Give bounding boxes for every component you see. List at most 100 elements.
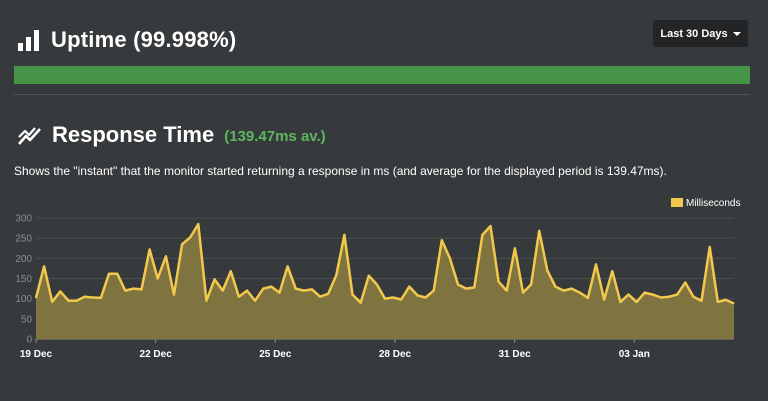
- data-point: [457, 284, 459, 286]
- x-tick-label: 31 Dec: [499, 349, 532, 360]
- data-point: [360, 302, 362, 304]
- data-point: [35, 297, 37, 299]
- data-point: [571, 288, 573, 290]
- data-point: [214, 278, 216, 280]
- data-point: [303, 290, 305, 292]
- data-point: [636, 301, 638, 303]
- data-point: [595, 263, 597, 265]
- data-point: [709, 246, 711, 248]
- data-point: [189, 236, 191, 238]
- data-point: [530, 284, 532, 286]
- data-point: [554, 286, 556, 288]
- y-tick-label: 250: [15, 234, 32, 245]
- data-point: [579, 292, 581, 294]
- y-tick-label: 0: [26, 335, 32, 346]
- response-time-description: Shows the "instant" that the monitor sta…: [14, 164, 667, 178]
- data-point: [270, 286, 272, 288]
- data-point: [627, 294, 629, 296]
- data-point: [352, 294, 354, 296]
- data-point: [433, 290, 435, 292]
- data-point: [611, 270, 613, 272]
- y-tick-label: 150: [15, 274, 32, 285]
- y-tick-label: 200: [15, 254, 32, 265]
- data-point: [441, 239, 443, 241]
- response-time-title: Response Time: [52, 122, 215, 147]
- data-point: [449, 257, 451, 259]
- data-point: [230, 270, 232, 272]
- data-point: [400, 298, 402, 300]
- data-point: [149, 248, 151, 250]
- data-point: [222, 290, 224, 292]
- data-point: [514, 247, 516, 249]
- data-point: [246, 290, 248, 292]
- data-point: [368, 275, 370, 277]
- data-point: [141, 288, 143, 290]
- uptime-title: Uptime (99.998%): [51, 27, 237, 52]
- response-time-chart: 0 50 100 150 200 250 300 19 Dec 22 Dec 25 Dec 28 …: [15, 198, 740, 360]
- legend-swatch: [671, 198, 683, 207]
- response-time-header: Response Time (139.47ms av.): [18, 120, 326, 150]
- data-point: [676, 294, 678, 296]
- data-point: [108, 273, 110, 275]
- data-point: [295, 288, 297, 290]
- data-point: [416, 294, 418, 296]
- y-axis: 0 50 100 150 200 250 300: [15, 214, 32, 346]
- caret-down-icon: [732, 31, 741, 36]
- date-range-label: Last 30 Days: [660, 27, 728, 40]
- data-point: [132, 288, 134, 290]
- x-tick-label: 03 Jan: [619, 349, 650, 360]
- data-point: [684, 282, 686, 284]
- line-chart-icon: [18, 127, 41, 145]
- data-point: [538, 230, 540, 232]
- data-point: [343, 234, 345, 236]
- data-point: [725, 299, 727, 301]
- data-point: [425, 296, 427, 298]
- data-point: [254, 300, 256, 302]
- y-tick-label: 300: [15, 214, 32, 225]
- data-point: [465, 288, 467, 290]
- data-point: [652, 294, 654, 296]
- x-tick-label: 28 Dec: [379, 349, 412, 360]
- data-point: [157, 278, 159, 279]
- chart-legend[interactable]: Milliseconds: [671, 198, 740, 209]
- data-point: [278, 292, 280, 294]
- data-point: [733, 303, 735, 305]
- series-area-fill: [36, 224, 734, 339]
- section-divider: [14, 94, 750, 95]
- data-point: [59, 290, 61, 292]
- data-point: [76, 300, 78, 302]
- data-point: [522, 292, 524, 294]
- data-point: [603, 298, 605, 300]
- data-point: [100, 297, 102, 299]
- bar-chart-icon: [18, 29, 39, 51]
- data-point: [376, 284, 378, 286]
- data-point: [205, 300, 207, 302]
- data-point: [498, 281, 500, 283]
- data-point: [92, 296, 94, 298]
- legend-label: Milliseconds: [686, 198, 740, 209]
- data-point: [473, 286, 475, 288]
- data-point: [563, 290, 565, 292]
- data-point: [319, 296, 321, 298]
- data-point: [84, 296, 86, 298]
- data-point: [701, 300, 703, 302]
- data-point: [327, 293, 329, 295]
- data-point: [481, 234, 483, 236]
- x-tick-label: 19 Dec: [20, 349, 53, 360]
- response-time-average: (139.47ms av.): [224, 128, 326, 145]
- data-point: [116, 273, 118, 275]
- data-point: [692, 296, 694, 298]
- x-axis: 19 Dec 22 Dec 25 Dec 28 Dec 31 Dec 03 Jan: [20, 338, 734, 360]
- y-tick-label: 50: [21, 314, 33, 325]
- chart-series: [34, 222, 735, 339]
- data-point: [717, 301, 719, 303]
- data-point: [490, 225, 492, 227]
- data-point: [287, 265, 289, 267]
- uptime-header: Uptime (99.998%): [18, 24, 236, 56]
- data-point: [668, 296, 670, 298]
- data-point: [644, 292, 646, 294]
- data-point: [408, 286, 410, 288]
- date-range-dropdown[interactable]: Last 30 Days: [653, 20, 748, 47]
- data-point: [43, 265, 45, 267]
- data-point: [67, 300, 69, 302]
